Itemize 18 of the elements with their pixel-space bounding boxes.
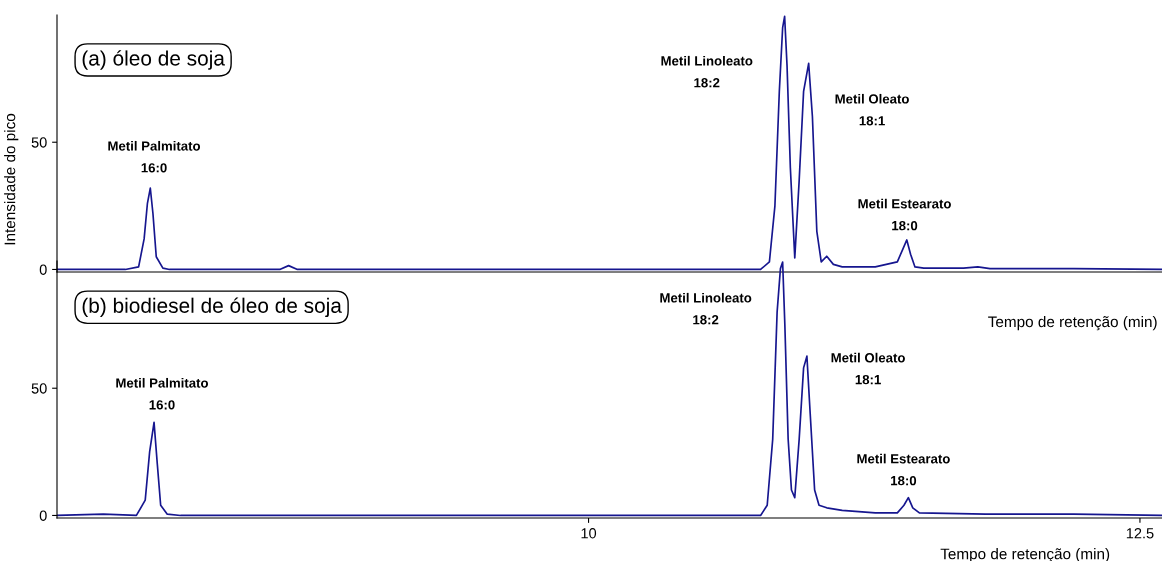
annotation: Metil Oleato 18:1 xyxy=(835,93,909,126)
y-tick-label: 50 xyxy=(31,383,47,394)
x-axis-title: Tempo de retenção (min) xyxy=(988,315,1157,331)
annotation: Metil Palmitato 16:0 xyxy=(108,140,201,173)
annotation: Metil Oleato 18:1 xyxy=(831,352,905,385)
text: (b) biodiesel de óleo de soja xyxy=(82,297,342,318)
y-tick-label: 0 xyxy=(39,510,47,521)
annotation: Metil Palmitato 16:0 xyxy=(116,377,209,410)
text: (a) óleo de soja xyxy=(82,50,225,70)
annotation: Metil Estearato 18:0 xyxy=(858,198,951,231)
x-tick-label: 12.5 xyxy=(1126,528,1154,539)
y-tick-label: 50 xyxy=(31,137,47,148)
annotation: Metil Linoleato 18:2 xyxy=(660,292,752,325)
annotation: Metil Estearato 18:0 xyxy=(857,453,950,486)
x-tick-label: 10 xyxy=(581,528,597,539)
y-tick-label: 0 xyxy=(39,264,47,275)
annotation: Metil Linoleato 18:2 xyxy=(661,55,753,88)
y-axis-title: Intensidade do pico xyxy=(4,113,19,245)
